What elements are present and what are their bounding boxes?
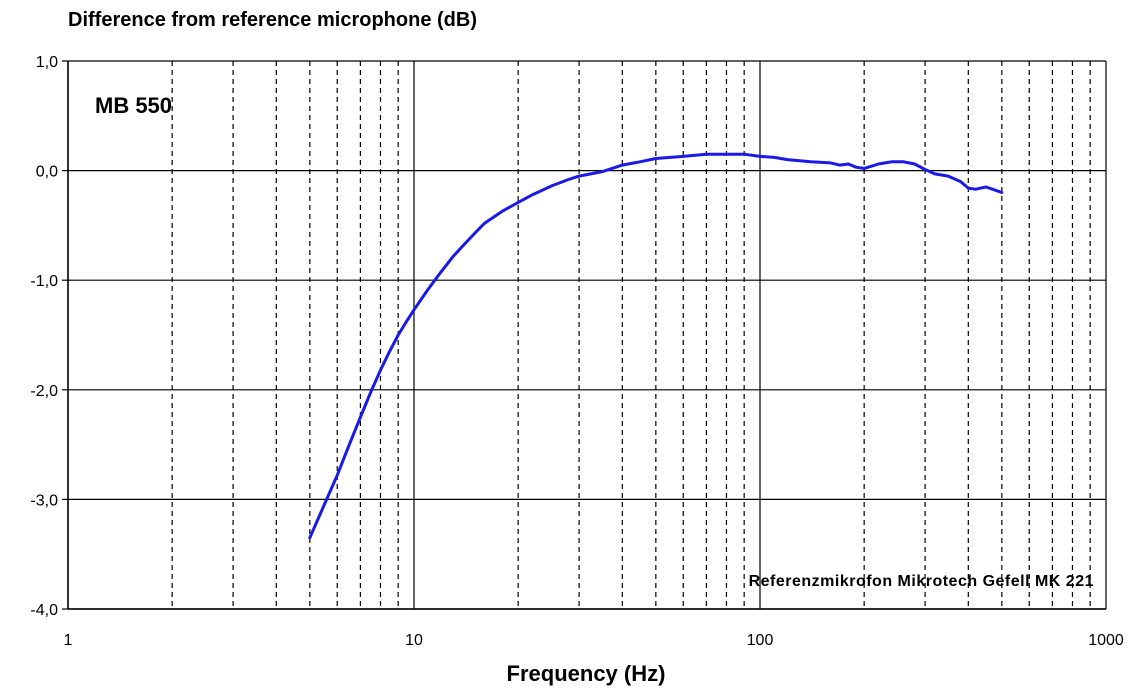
y-tick-label: 0,0 (36, 164, 58, 181)
x-tick-label: 10 (405, 632, 423, 649)
y-tick-label: -3,0 (30, 492, 58, 509)
chart-title: Difference from reference microphone (dB… (68, 9, 477, 31)
device-label: MB 550 (95, 93, 172, 118)
x-tick-label: 1 (64, 632, 73, 649)
x-tick-label: 1000 (1088, 632, 1124, 649)
x-axis-label: Frequency (Hz) (507, 661, 666, 686)
series-line (308, 152, 1004, 540)
tick-labels: 1,0 0,0 -1,0 -2,0 -3,0 -4,0 1 10 100 1000 (30, 54, 1123, 649)
y-tick-label: -2,0 (30, 383, 58, 400)
y-tick-label: -1,0 (30, 273, 58, 290)
grid (62, 60, 1107, 610)
y-tick-label: -4,0 (30, 602, 58, 619)
y-tick-label: 1,0 (36, 54, 58, 71)
reference-note: Referenzmikrofon Mikrotech Gefell MK 221 (749, 573, 1094, 590)
x-tick-label: 100 (747, 632, 774, 649)
